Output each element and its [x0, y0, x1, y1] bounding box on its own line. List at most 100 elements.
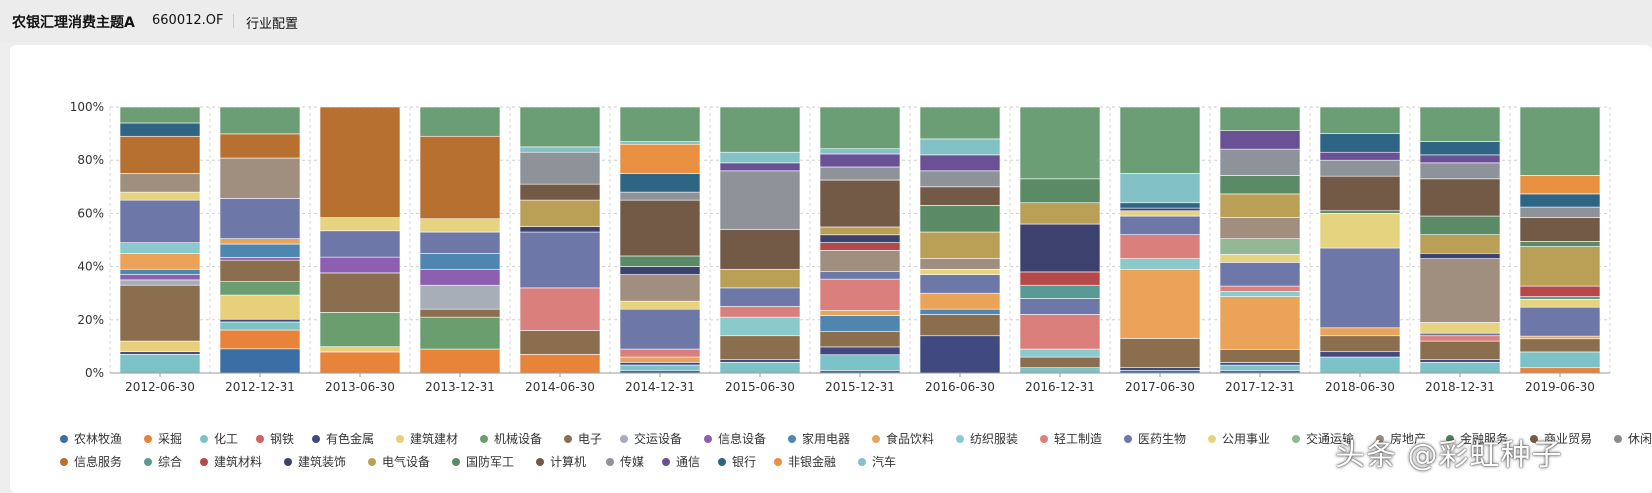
- bar-segment: [1319, 351, 1401, 358]
- bar-segment: [1019, 178, 1101, 204]
- y-tick-label: 20%: [77, 313, 104, 327]
- bar-segment: [1219, 291, 1301, 297]
- legend-item: 商业贸易: [1544, 431, 1592, 446]
- legend-item: 信息服务: [74, 454, 122, 469]
- bar-segment: [619, 191, 701, 201]
- bar-segment: [819, 148, 901, 155]
- fund-code: 660012.OF: [152, 13, 224, 28]
- bar-segment: [519, 354, 601, 374]
- bar-segment: [419, 284, 501, 310]
- bar-segment: [1219, 238, 1301, 255]
- legend-marker: [200, 435, 208, 443]
- bar-segment: [719, 151, 801, 164]
- y-tick-label: 80%: [77, 153, 104, 167]
- bar-segment: [619, 141, 701, 145]
- legend-item: 金融服务: [1460, 431, 1508, 446]
- legend-item: 建筑建材: [410, 431, 458, 446]
- bar-segment: [1519, 367, 1601, 374]
- bar-segment: [1519, 217, 1601, 242]
- legend-item: 计算机: [550, 454, 586, 469]
- bar-segment: [219, 348, 301, 374]
- legend-item: 建筑装饰: [298, 454, 346, 469]
- bar-segment: [219, 133, 301, 159]
- legend-marker: [60, 458, 68, 466]
- bar-segment: [819, 106, 901, 150]
- bar-segment: [219, 243, 301, 258]
- bar-segment: [619, 362, 701, 366]
- bar-segment: [119, 351, 201, 355]
- legend-item: 电气设备: [382, 454, 430, 469]
- bar-segment: [1419, 162, 1501, 180]
- divider: [233, 14, 234, 28]
- bar-segment: [1419, 322, 1501, 334]
- bar-segment: [119, 173, 201, 193]
- bar-segment: [819, 179, 901, 228]
- bar-segment: [519, 146, 601, 153]
- bar-segment: [119, 268, 201, 275]
- legend-marker: [1446, 435, 1454, 443]
- bar-segment: [1319, 210, 1401, 214]
- legend-marker: [606, 458, 614, 466]
- legend-marker: [480, 435, 488, 443]
- bar-segment: [1319, 106, 1401, 134]
- bar-segment: [319, 272, 401, 313]
- tab-industry-allocation[interactable]: 行业配置: [246, 17, 299, 32]
- bar-segment: [119, 242, 201, 254]
- bar-segment: [619, 308, 701, 350]
- bar-segment: [319, 230, 401, 258]
- legend-marker: [620, 435, 628, 443]
- bar-segment: [619, 356, 701, 363]
- bar-segment: [219, 321, 301, 331]
- legend-item: 通信: [676, 455, 700, 469]
- bar-segment: [1019, 298, 1101, 315]
- bar-segment: [419, 231, 501, 254]
- bar-segment: [1119, 202, 1201, 209]
- legend-marker: [1040, 435, 1048, 443]
- bar-segment: [219, 257, 301, 261]
- bar-segment: [1419, 141, 1501, 156]
- bar-segment: [1219, 175, 1301, 195]
- bar-segment: [519, 330, 601, 355]
- legend-item: 电子: [578, 432, 602, 446]
- bar-segment: [919, 268, 1001, 275]
- bar-segment: [1119, 268, 1201, 339]
- bar-segment: [319, 346, 401, 353]
- bar-segment: [819, 242, 901, 251]
- bar-segment: [1219, 362, 1301, 366]
- bar-segment: [1119, 173, 1201, 204]
- bar-segment: [1019, 367, 1101, 374]
- bar-segment: [1319, 151, 1401, 161]
- bar-segment: [219, 198, 301, 239]
- bar-segment: [1319, 159, 1401, 177]
- fund-title: 农银汇理消费主题A: [12, 15, 135, 31]
- bar-segment: [1019, 271, 1101, 286]
- bar-segment: [1219, 285, 1301, 292]
- bar-segment: [1319, 213, 1401, 249]
- bar-segment: [1419, 258, 1501, 323]
- top-bar: 农银汇理消费主题A 660012.OF 行业配置: [0, 0, 1652, 42]
- bar-segment: [919, 138, 1001, 156]
- bar-segment: [319, 106, 401, 218]
- bar-segment: [1119, 258, 1201, 270]
- bar-segment: [419, 348, 501, 374]
- legend-marker: [396, 435, 404, 443]
- legend-marker: [60, 435, 68, 443]
- legend-item: 交运设备: [634, 431, 682, 446]
- bar-segment: [819, 250, 901, 272]
- bar-segment: [719, 335, 801, 361]
- legend-marker: [144, 458, 152, 466]
- bar-segment: [1419, 362, 1501, 374]
- bar-segment: [1319, 335, 1401, 353]
- bar-segment: [1519, 246, 1601, 287]
- bar-segment: [619, 274, 701, 302]
- x-tick-label: 2012-12-31: [225, 380, 295, 394]
- legend-item: 机械设备: [494, 431, 542, 446]
- bar-segment: [519, 151, 601, 185]
- bar-segment: [1419, 215, 1501, 235]
- bar-segment: [819, 166, 901, 181]
- bar-segment: [1519, 335, 1601, 340]
- bar-segment: [1219, 193, 1301, 218]
- bar-segment: [719, 106, 801, 153]
- y-tick-label: 40%: [77, 260, 104, 274]
- x-tick-label: 2016-06-30: [925, 380, 995, 394]
